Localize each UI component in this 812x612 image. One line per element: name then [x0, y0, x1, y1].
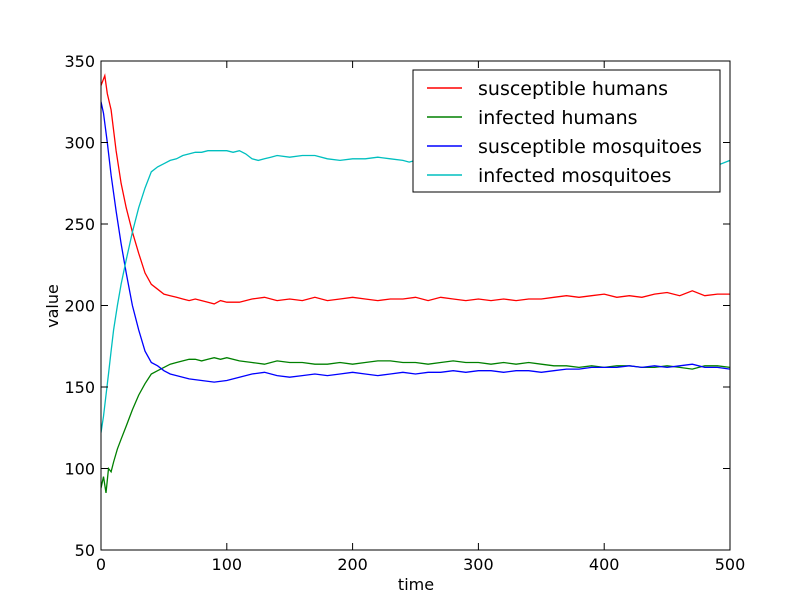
y-axis-title: value [43, 284, 62, 328]
y-tick-label: 200 [64, 297, 95, 316]
y-tick-label: 350 [64, 52, 95, 71]
series-line-susceptible-humans [101, 73, 730, 305]
legend-label-infected-humans: infected humans [478, 107, 638, 129]
x-tick-label: 500 [715, 555, 746, 574]
y-tick-label: 150 [64, 378, 95, 397]
series-line-susceptible-mosquitoes [101, 101, 730, 383]
x-tick-label: 100 [212, 555, 243, 574]
y-tick-label: 250 [64, 215, 95, 234]
legend-label-susceptible-humans: susceptible humans [478, 78, 668, 100]
y-tick-label: 50 [75, 541, 95, 560]
legend: susceptible humans infected humans suscept… [412, 69, 721, 193]
series-line-infected-humans [101, 357, 730, 493]
x-tick-label: 200 [337, 555, 368, 574]
plot-area [101, 73, 730, 493]
legend-box [412, 69, 721, 193]
legend-label-infected-mosquitoes: infected mosquitoes [478, 165, 671, 187]
x-tick-label: 0 [96, 555, 106, 574]
x-tick-label: 400 [589, 555, 620, 574]
y-tick-label: 100 [64, 460, 95, 479]
x-axis-title: time [398, 575, 434, 594]
series-line-infected-mosquitoes [101, 150, 416, 433]
y-tick-label: 300 [64, 134, 95, 153]
axis-ticks: 0 100 200 300 400 500 50 100 150 200 250 300 350 [64, 52, 745, 574]
x-tick-label: 300 [463, 555, 494, 574]
legend-label-susceptible-mosquitoes: susceptible mosquitoes [478, 136, 702, 158]
